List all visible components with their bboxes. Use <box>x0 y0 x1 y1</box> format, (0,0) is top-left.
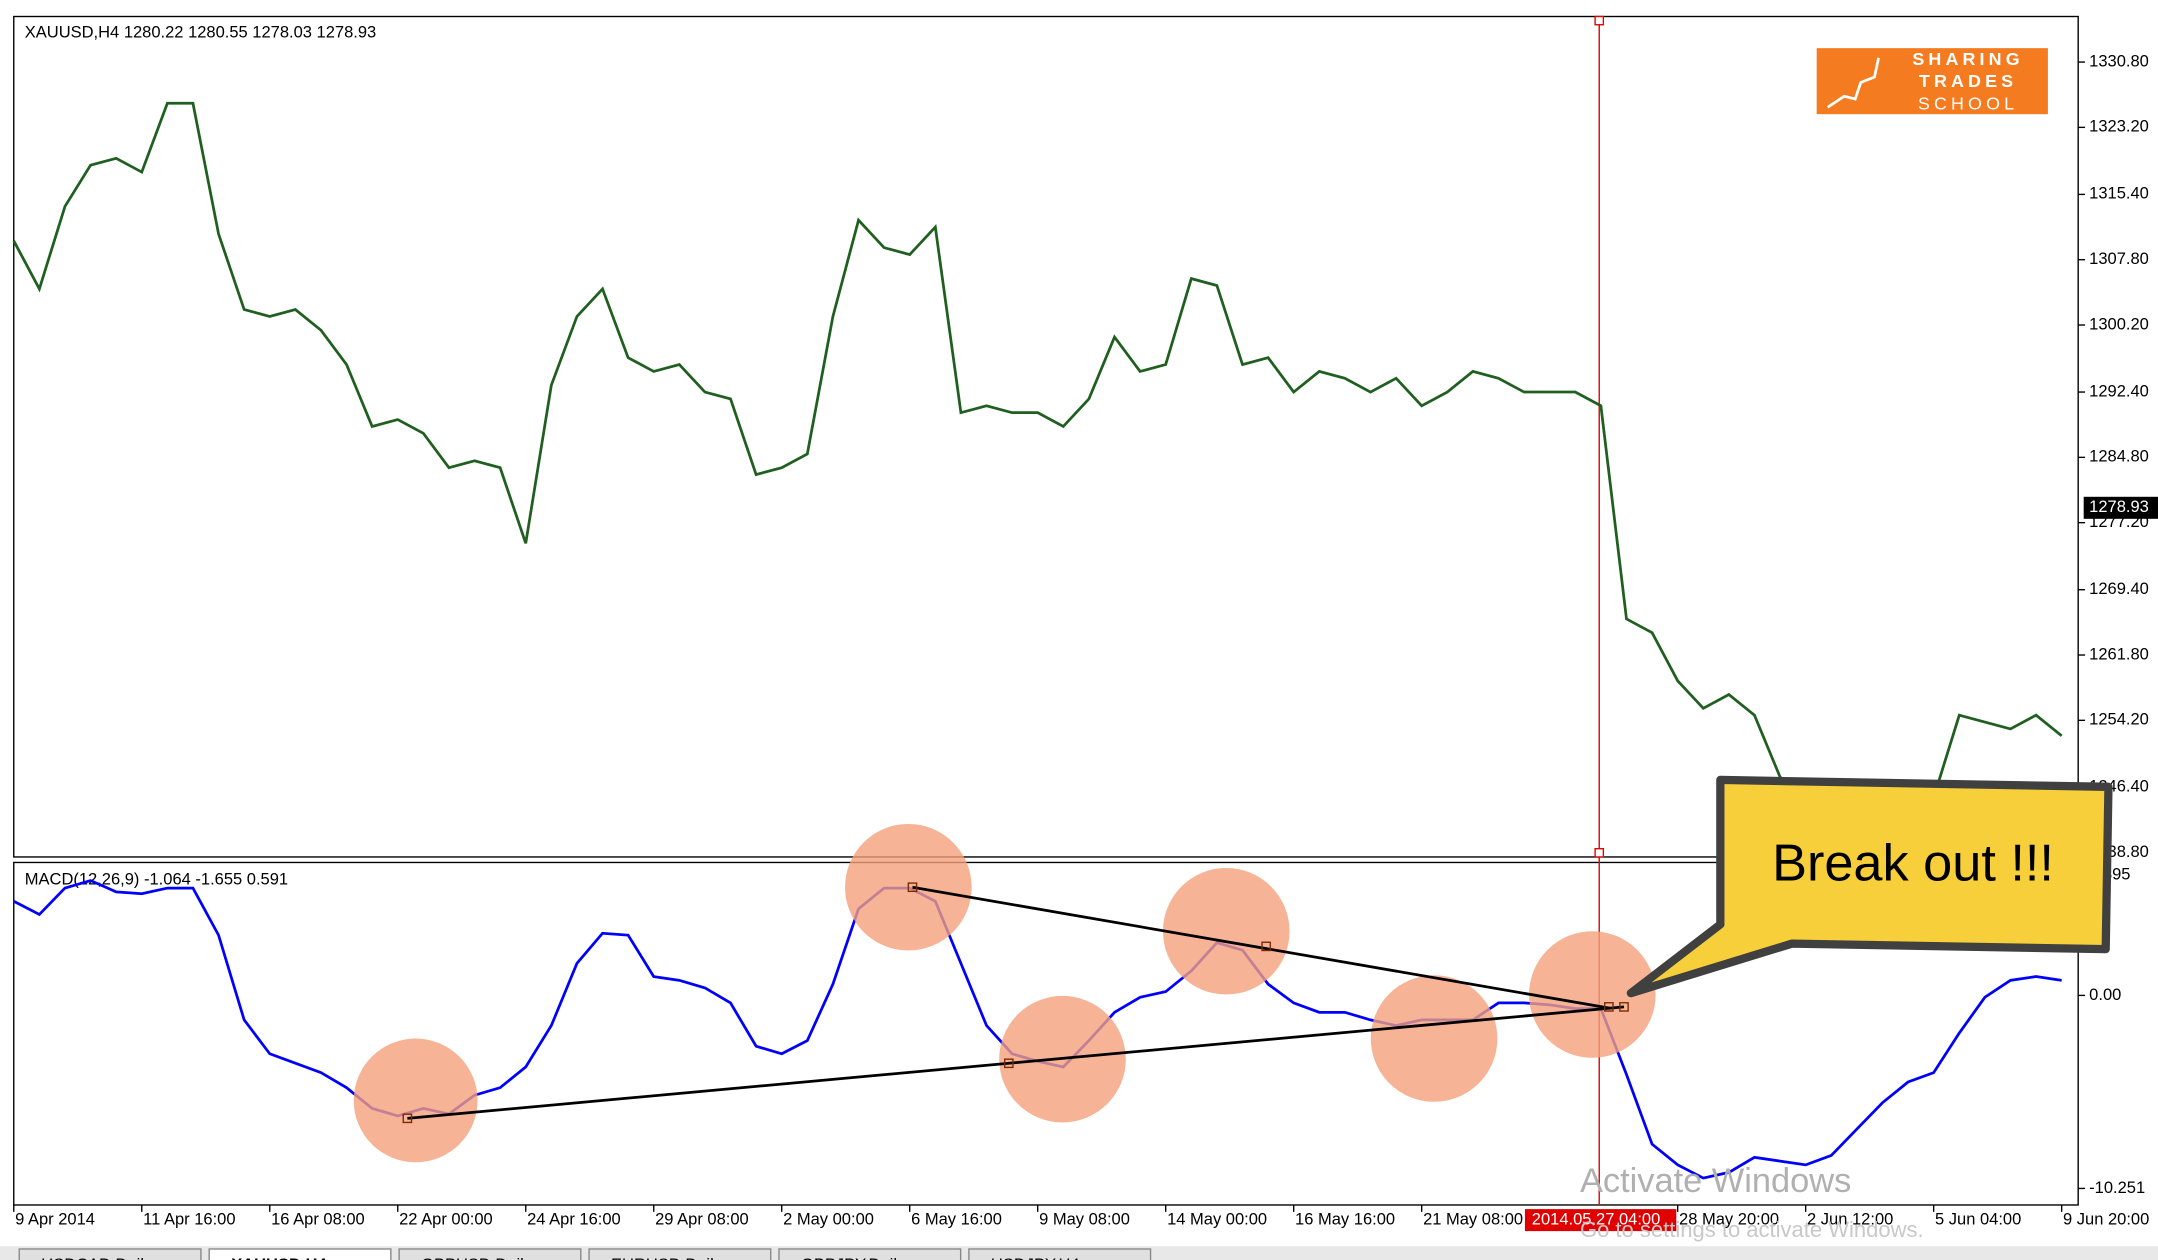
trend-handle <box>1261 941 1271 952</box>
crosshair-handle <box>1594 15 1605 26</box>
highlight-circle <box>353 1038 478 1163</box>
crosshair-label: 2014.05.27 04:00 <box>1532 1210 1661 1228</box>
chart-title: XAUUSD,H4 1280.22 1280.55 1278.03 1278.9… <box>25 23 376 41</box>
logo-text: TRADES <box>1919 71 2017 91</box>
tab-label: USDJPY,H4 <box>991 1256 1080 1260</box>
watermark-subtitle: Go to settings to activate Windows. <box>1580 1217 1924 1242</box>
x-tick-label: 9 Apr 2014 <box>15 1210 95 1228</box>
highlight-circle <box>1370 975 1498 1102</box>
highlight-circle <box>1529 931 1656 1058</box>
y-tick-label: 1315.40 <box>2089 185 2149 203</box>
x-tick-label: 14 May 00:00 <box>1167 1210 1267 1228</box>
tab-label: EURUSD,Daily <box>611 1256 723 1260</box>
x-tick-label: 9 May 08:00 <box>1039 1210 1130 1228</box>
crosshair-handle <box>1594 848 1605 858</box>
y-tick-label: 1307.80 <box>2089 250 2149 268</box>
tab[interactable] <box>588 1248 772 1260</box>
y-tick-label: 1254.20 <box>2089 711 2149 729</box>
trend-handle <box>1619 1002 1629 1012</box>
trend-handle <box>907 882 918 893</box>
y-tick-label: 1269.40 <box>2089 580 2149 598</box>
callout-text: Break out !!! <box>1772 834 2054 892</box>
x-tick-label: 6 May 16:00 <box>911 1210 1002 1228</box>
logo-box <box>1816 48 2048 115</box>
crosshair-label-box <box>1524 1209 1677 1232</box>
callout-box <box>1626 775 2113 998</box>
watermark-title: Activate Windows <box>1580 1162 1851 1200</box>
logo-icon <box>1826 57 1880 109</box>
x-tick-label: 9 Jun 20:00 <box>2063 1210 2149 1228</box>
logo-text: SHARING <box>1912 49 2023 69</box>
tab[interactable] <box>778 1248 962 1260</box>
last-price-label: 1278.93 <box>2089 498 2149 516</box>
indicator-title: MACD(12,26,9) -1.064 -1.655 0.591 <box>25 871 288 889</box>
tab[interactable] <box>398 1248 582 1260</box>
highlight-circle <box>1162 867 1290 995</box>
x-tick-label: 29 Apr 08:00 <box>655 1210 749 1228</box>
logo-text: SCHOOL <box>1918 93 2018 113</box>
x-tick-label: 21 May 08:00 <box>1423 1210 1523 1228</box>
x-tick-label: 16 Apr 08:00 <box>271 1210 365 1228</box>
trend-handle <box>402 1113 413 1124</box>
x-tick-label: 16 May 16:00 <box>1295 1210 1395 1228</box>
y-tick-label: 1330.80 <box>2089 52 2149 70</box>
x-tick-label: 22 Apr 00:00 <box>399 1210 493 1228</box>
data-line <box>12 101 2063 800</box>
tab-label: USDCAD,Daily <box>41 1256 153 1260</box>
trendline <box>407 1005 1625 1120</box>
y-tick-label: 1300.20 <box>2089 315 2149 333</box>
x-tick-label: 24 Apr 16:00 <box>527 1210 621 1228</box>
tab[interactable] <box>18 1248 202 1260</box>
macd-panel <box>13 861 2079 1206</box>
trend-handle <box>1604 1002 1614 1012</box>
y-tick-label: 1292.40 <box>2089 382 2149 400</box>
y-tick-label: 0.00 <box>2089 986 2121 1004</box>
trendline <box>912 885 1611 1010</box>
annotations: Break out !!! <box>353 775 2113 1163</box>
tab-label: XAUUSD,H4 <box>231 1256 327 1260</box>
y-tick-label: 1323.20 <box>2089 118 2149 136</box>
price-panel <box>13 15 2079 858</box>
x-tick-label: 5 Jun 04:00 <box>1935 1210 2021 1228</box>
tab-label: GBPJPY,Daily <box>801 1256 906 1260</box>
x-tick-label: 11 Apr 16:00 <box>143 1210 235 1228</box>
y-tick-label: 1261.80 <box>2089 645 2149 663</box>
tab[interactable] <box>208 1248 392 1260</box>
trend-handle <box>1003 1058 1014 1069</box>
y-tick-label: -10.251 <box>2089 1179 2145 1197</box>
tab-label: GBPUSD,Daily <box>421 1256 533 1260</box>
x-tick-label: 28 May 20:00 <box>1679 1210 1779 1228</box>
x-tick-label: 2 May 00:00 <box>783 1210 874 1228</box>
logo: SHARING TRADES SCHOOL <box>1816 48 2048 115</box>
x-tick-label: 2 Jun 12:00 <box>1807 1210 1893 1228</box>
y-tick-label: 1284.80 <box>2089 448 2149 466</box>
tab[interactable] <box>968 1248 1152 1260</box>
last-price-box <box>2083 496 2158 519</box>
